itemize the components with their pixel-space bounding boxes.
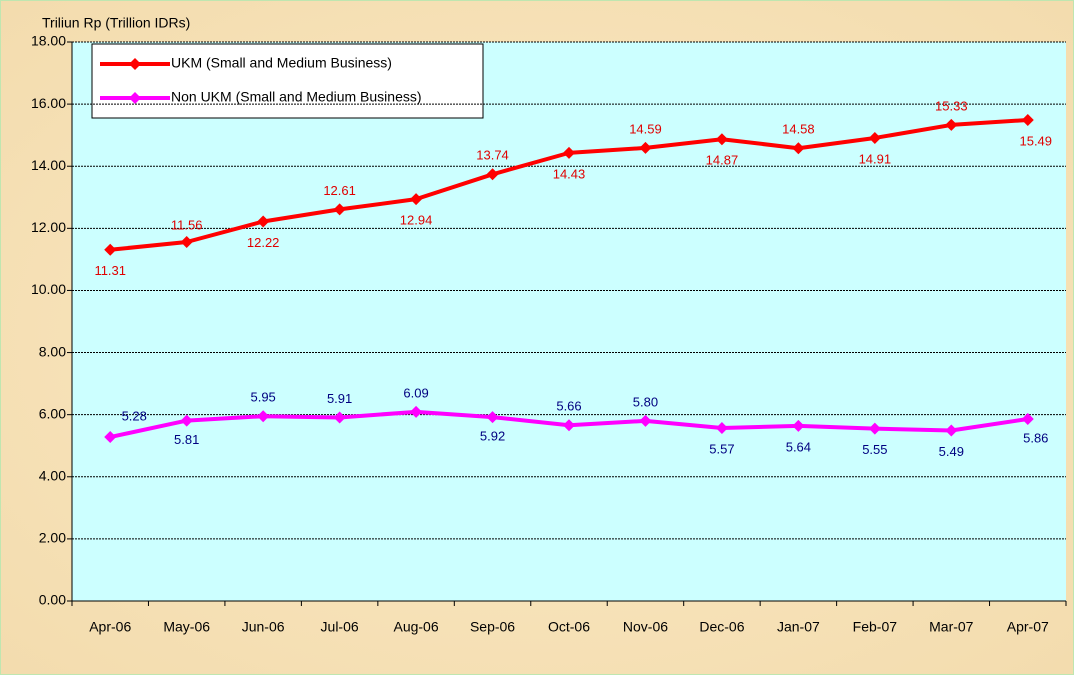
- point-marker: [486, 168, 499, 181]
- x-tick-label: Nov-06: [623, 619, 668, 635]
- y-tick-label: 2.00: [39, 530, 66, 546]
- data-label: 14.58: [782, 122, 815, 137]
- point-marker: [639, 141, 652, 154]
- point-marker: [639, 414, 652, 427]
- data-label: 11.31: [94, 263, 126, 278]
- point-marker: [1021, 113, 1034, 126]
- data-label: 5.91: [327, 391, 352, 406]
- x-tick-label: Mar-07: [929, 619, 974, 635]
- point-marker: [715, 133, 728, 146]
- data-label: 5.66: [556, 399, 581, 414]
- y-tick-label: 18.00: [31, 33, 66, 49]
- data-label: 5.92: [480, 429, 505, 444]
- point-marker: [257, 215, 270, 228]
- x-tick-label: Apr-07: [1007, 619, 1049, 635]
- x-tick-label: Jul-06: [321, 619, 359, 635]
- y-tick-label: 12.00: [31, 219, 66, 235]
- point-marker: [104, 243, 117, 256]
- data-label: 5.86: [1023, 430, 1048, 445]
- x-tick-label: Jan-07: [777, 619, 820, 635]
- point-marker: [410, 405, 423, 418]
- legend-marker: [129, 92, 141, 104]
- legend-label: Non UKM (Small and Medium Business): [171, 89, 422, 105]
- legend-label: UKM (Small and Medium Business): [171, 55, 392, 71]
- data-label: 14.87: [706, 153, 739, 168]
- point-marker: [180, 235, 193, 248]
- data-label: 6.09: [403, 385, 428, 400]
- data-label: 5.64: [786, 439, 811, 454]
- point-marker: [945, 118, 958, 131]
- legend-marker: [129, 58, 141, 70]
- point-marker: [333, 411, 346, 424]
- legend-box: [91, 43, 484, 119]
- x-tick-label: Dec-06: [699, 619, 744, 635]
- data-label: 15.49: [1019, 133, 1052, 148]
- point-marker: [945, 424, 958, 437]
- point-marker: [563, 419, 575, 432]
- data-label: 15.33: [935, 98, 968, 113]
- point-marker: [410, 193, 423, 206]
- data-label: 12.94: [400, 213, 433, 228]
- point-marker: [792, 142, 805, 155]
- legend: UKM (Small and Medium Business) Non UKM (…: [91, 43, 484, 119]
- point-marker: [792, 419, 805, 432]
- point-marker: [563, 146, 575, 159]
- y-tick-label: 8.00: [39, 343, 66, 359]
- x-tick-label: Oct-06: [548, 619, 590, 635]
- data-label: 5.81: [174, 432, 199, 447]
- y-tick-label: 14.00: [31, 157, 66, 173]
- data-label: 5.95: [250, 390, 275, 405]
- x-tick-label: Aug-06: [393, 619, 438, 635]
- data-label: 13.74: [476, 148, 509, 163]
- y-tick-label: 10.00: [31, 281, 66, 297]
- y-tick-label: 0.00: [39, 592, 66, 608]
- x-tick-label: Feb-07: [853, 619, 898, 635]
- data-label: 5.57: [709, 441, 734, 456]
- point-marker: [257, 410, 270, 423]
- data-label: 5.49: [939, 444, 964, 459]
- y-axis-label: Triliun Rp (Trillion IDRs): [42, 15, 190, 31]
- data-label: 14.59: [629, 121, 662, 136]
- point-marker: [333, 203, 346, 216]
- y-tick-label: 4.00: [39, 467, 66, 483]
- x-tick-label: Apr-06: [89, 619, 131, 635]
- plot-area: [72, 42, 1066, 601]
- x-tick-label: Jun-06: [242, 619, 285, 635]
- data-label: 12.61: [323, 183, 356, 198]
- data-label: 5.80: [633, 394, 658, 409]
- data-label: 5.28: [122, 408, 147, 423]
- point-marker: [486, 411, 499, 424]
- point-marker: [868, 131, 881, 144]
- x-tick-label: May-06: [163, 619, 210, 635]
- point-marker: [715, 422, 728, 435]
- data-label: 14.91: [859, 151, 892, 166]
- point-marker: [1021, 413, 1034, 426]
- y-tick-label: 16.00: [31, 95, 66, 111]
- y-tick-label: 6.00: [39, 405, 66, 421]
- point-marker: [868, 422, 881, 435]
- data-label: 12.22: [247, 235, 280, 250]
- point-marker: [180, 414, 193, 427]
- x-tick-label: Sep-06: [470, 619, 515, 635]
- data-label: 14.43: [553, 166, 586, 181]
- data-label: 11.56: [171, 217, 203, 232]
- point-marker: [104, 431, 117, 444]
- data-label: 5.55: [862, 442, 887, 457]
